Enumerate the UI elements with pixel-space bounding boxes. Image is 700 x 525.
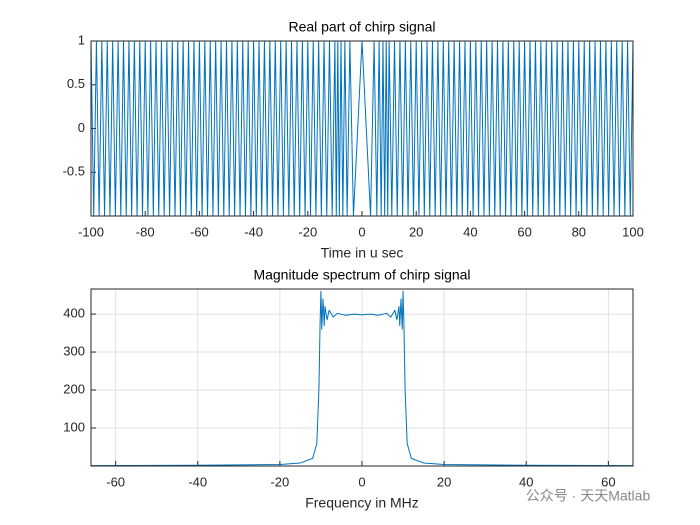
x-tick-label: -40 [188,474,207,489]
x-tick-label: 0 [358,224,365,239]
y-tick-label: -0.5 [63,164,85,179]
x-tick-label: 40 [519,474,533,489]
watermark: 公众号 · 天天Matlab [526,488,651,504]
x-tick-label: -80 [136,224,155,239]
y-tick-label: 300 [63,343,85,358]
x-tick-label: -20 [298,224,317,239]
chart-title: Real part of chirp signal [288,19,435,35]
x-tick-label: 20 [437,474,451,489]
y-tick-label: 1 [78,32,85,47]
axes-box [90,40,634,217]
y-tick-label: 100 [63,419,85,434]
x-tick-label: 60 [601,474,615,489]
signal-line [90,290,634,467]
x-tick-label: -60 [190,224,209,239]
chart-title: Magnitude spectrum of chirp signal [253,267,470,283]
x-axis-label: Time in u sec [321,245,404,261]
axes-box [90,288,634,467]
x-tick-label: 80 [572,224,586,239]
x-tick-label: 40 [463,224,477,239]
x-tick-label: -100 [78,224,104,239]
x-axis-label: Frequency in MHz [305,495,419,511]
x-tick-label: 20 [409,224,423,239]
x-tick-label: -40 [244,224,263,239]
x-tick-label: 100 [622,224,644,239]
x-tick-label: -60 [106,474,125,489]
x-tick-label: 60 [517,224,531,239]
y-tick-label: 400 [63,306,85,321]
x-tick-label: 0 [358,474,365,489]
x-tick-label: -20 [270,474,289,489]
y-tick-label: 0 [78,120,85,135]
y-tick-label: 0.5 [67,76,85,91]
y-tick-label: 200 [63,381,85,396]
